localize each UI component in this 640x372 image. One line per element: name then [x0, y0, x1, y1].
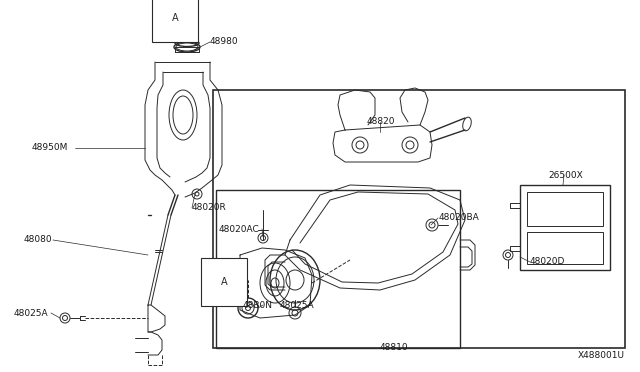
Bar [520, 185, 610, 270]
Bar [527, 232, 603, 264]
Text: A: A [172, 13, 179, 23]
Bar [216, 190, 460, 348]
Text: A: A [221, 277, 227, 287]
Text: 26500X: 26500X [548, 170, 583, 180]
Text: X488001U: X488001U [578, 352, 625, 360]
Text: 48B0N: 48B0N [243, 301, 273, 310]
Text: 48025A: 48025A [280, 301, 315, 310]
Bar [213, 90, 625, 348]
Text: 48080: 48080 [24, 235, 52, 244]
Text: 48950M: 48950M [32, 144, 68, 153]
Text: 48020D: 48020D [530, 257, 565, 266]
Bar [527, 192, 603, 226]
Text: 48020R: 48020R [192, 203, 227, 212]
Text: 48820: 48820 [367, 118, 396, 126]
Text: 48020AC: 48020AC [219, 224, 260, 234]
Text: 48980: 48980 [210, 38, 239, 46]
Text: 48020BA: 48020BA [439, 214, 480, 222]
Text: 48810: 48810 [380, 343, 408, 353]
Text: 48025A: 48025A [14, 308, 49, 317]
